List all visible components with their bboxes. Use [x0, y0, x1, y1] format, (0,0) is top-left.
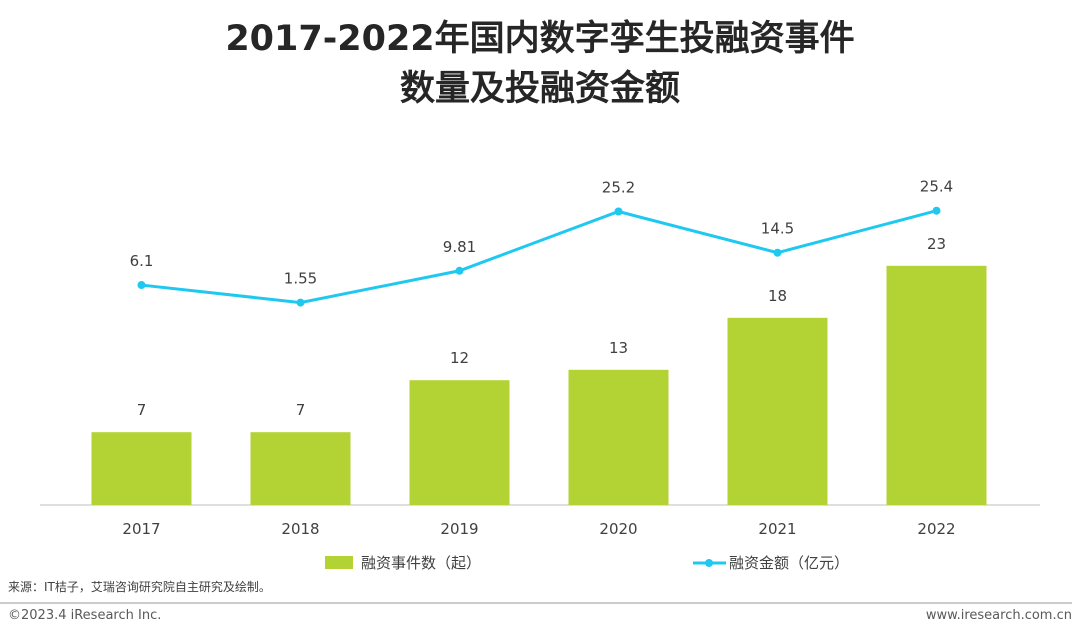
source: 来源：IT桔子，艾瑞咨询研究院自主研究及绘制。	[8, 579, 271, 594]
bar	[409, 380, 510, 505]
bar	[250, 432, 351, 505]
line-point	[614, 207, 623, 216]
data-label: 18	[768, 287, 787, 305]
copyright: ©2023.4 iResearch Inc.	[8, 608, 161, 623]
data-label: 1.55	[284, 270, 317, 288]
line-point	[296, 298, 305, 307]
data-label: 7	[137, 401, 147, 419]
x-tick-label: 2020	[599, 520, 637, 538]
line-point	[455, 266, 464, 275]
line	[141, 209, 937, 305]
bar	[568, 369, 669, 505]
x-tick-label: 2018	[281, 520, 319, 538]
legend-label: 融资事件数（起）	[361, 554, 481, 572]
x-tick-label: 2017	[122, 520, 160, 538]
bar	[91, 432, 192, 505]
data-label: 13	[609, 339, 628, 357]
data-label: 23	[927, 235, 946, 253]
data-label: 12	[450, 349, 469, 367]
data-label: 6.1	[130, 252, 154, 270]
data-label: 7	[296, 401, 306, 419]
data-label: 25.2	[602, 178, 635, 196]
line-point	[932, 206, 941, 215]
legend-swatch	[705, 559, 713, 567]
x-tick-label: 2022	[917, 520, 955, 538]
legend-swatch	[325, 556, 353, 569]
bar	[727, 317, 828, 505]
x-tick-label: 2019	[440, 520, 478, 538]
line-point	[137, 281, 146, 290]
website: www.iresearch.com.cn	[926, 608, 1072, 623]
x-tick-label: 2021	[758, 520, 796, 538]
line-point	[773, 248, 782, 257]
chart-title: 2017-2022年国内数字孪生投融资事件数量及投融资金额	[225, 19, 855, 109]
data-label: 9.81	[443, 238, 476, 256]
data-label: 14.5	[761, 220, 794, 238]
legend-label: 融资金额（亿元）	[729, 554, 849, 572]
bar	[886, 265, 987, 505]
data-label: 25.4	[920, 178, 953, 196]
